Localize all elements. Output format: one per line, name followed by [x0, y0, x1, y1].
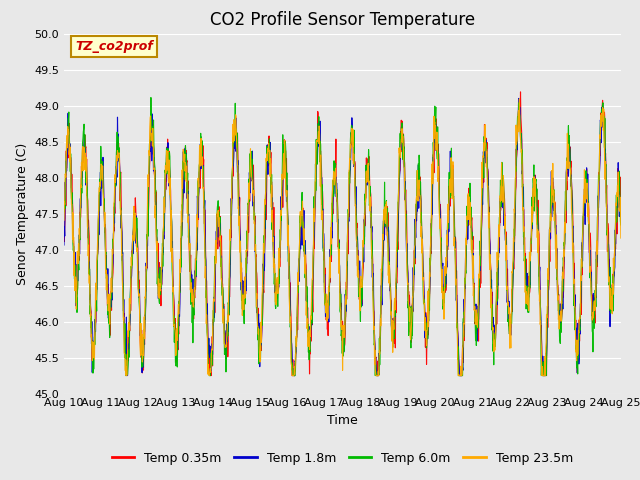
- Text: TZ_co2prof: TZ_co2prof: [75, 40, 153, 53]
- Y-axis label: Senor Temperature (C): Senor Temperature (C): [16, 143, 29, 285]
- Legend: Temp 0.35m, Temp 1.8m, Temp 6.0m, Temp 23.5m: Temp 0.35m, Temp 1.8m, Temp 6.0m, Temp 2…: [107, 447, 578, 469]
- Title: CO2 Profile Sensor Temperature: CO2 Profile Sensor Temperature: [210, 11, 475, 29]
- X-axis label: Time: Time: [327, 414, 358, 427]
